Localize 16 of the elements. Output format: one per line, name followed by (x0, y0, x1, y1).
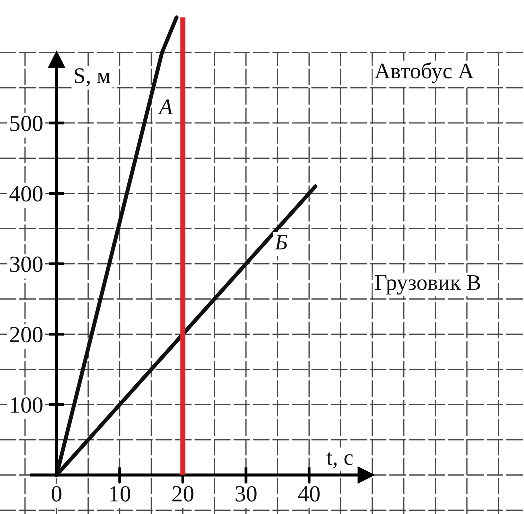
y-tick-label: 500 (10, 116, 43, 132)
y-tick-label: 200 (10, 327, 43, 343)
x-tick-label: 10 (110, 486, 131, 502)
y-tick-label: 400 (10, 186, 43, 202)
y-tick-label: 100 (11, 398, 43, 414)
x-tick-label: 40 (298, 486, 320, 502)
y-axis-title: S, м (74, 68, 110, 87)
x-tick-label: 20 (172, 486, 194, 502)
x-tick-label: 30 (236, 486, 257, 502)
y-tick-label: 300 (10, 256, 43, 272)
series-label: А (158, 100, 173, 114)
series-label: Б (274, 235, 288, 250)
x-tick-label: 0 (52, 486, 62, 502)
x-axis-title: t, с (326, 452, 353, 468)
annotation: Грузовик В (375, 275, 480, 295)
annotation: Автобус А (374, 62, 474, 84)
